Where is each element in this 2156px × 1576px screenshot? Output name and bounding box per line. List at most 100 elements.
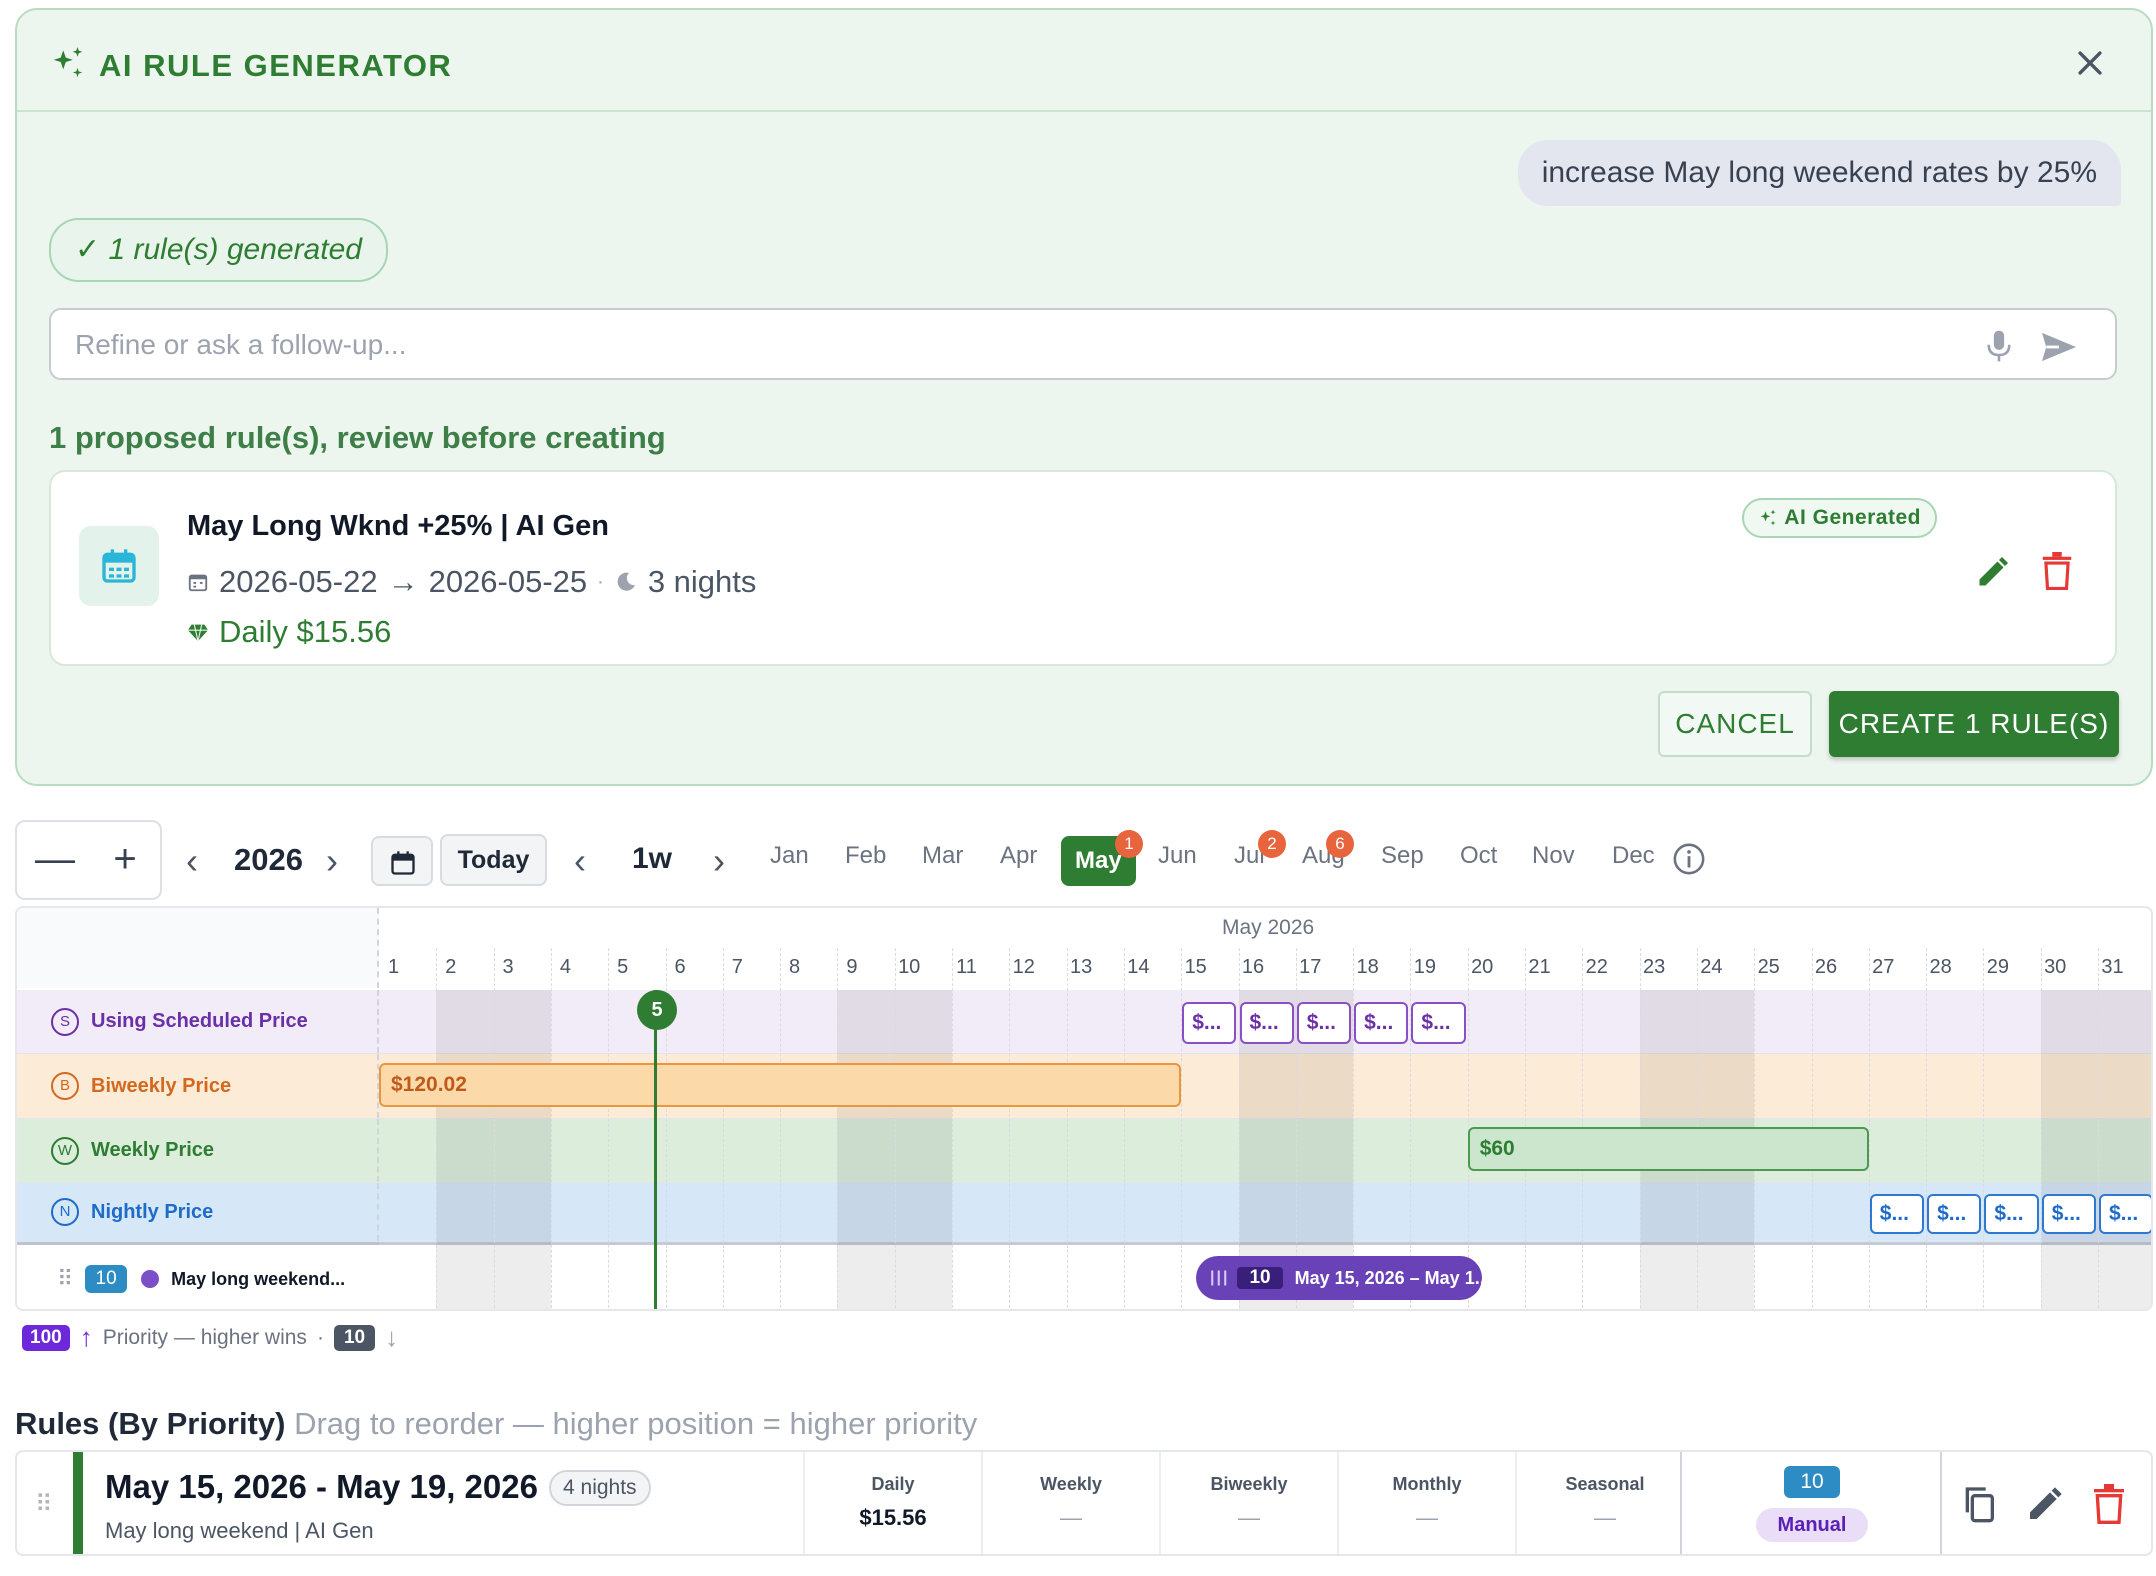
delete-trash-icon[interactable] xyxy=(2041,552,2073,590)
sparkle-icon xyxy=(1760,509,1776,526)
date-picker-button[interactable] xyxy=(371,836,433,886)
day-number: 13 xyxy=(1069,956,1093,978)
month-tab-oct[interactable]: Oct xyxy=(1460,842,1498,869)
rule-subtitle: May long weekend | AI Gen xyxy=(105,1518,374,1543)
panel-title: AI RULE GENERATOR xyxy=(99,48,453,83)
price-label: Weekly xyxy=(1040,1474,1102,1494)
day-number: 24 xyxy=(1700,956,1723,978)
day-number: 5 xyxy=(617,956,629,978)
edit-pencil-icon[interactable] xyxy=(1975,554,2011,590)
rule-priority-badge: 10 xyxy=(85,1265,128,1293)
weekend-shade xyxy=(2040,990,2098,1309)
day-divider xyxy=(1123,948,1125,1309)
rule-accent-bar xyxy=(73,1452,83,1554)
zoom-controls: — + xyxy=(15,820,162,900)
pricing-timeline: S Using Scheduled Price B Biweekly Price W We… xyxy=(15,906,2153,1311)
zoom-in-button[interactable]: + xyxy=(113,837,137,881)
drag-handle-icon[interactable]: ⠿ xyxy=(35,1491,53,1518)
month-badge: 1 xyxy=(1115,830,1143,858)
today-button[interactable]: Today xyxy=(440,834,547,886)
calendar-tile xyxy=(79,526,159,606)
next-period-button[interactable]: › xyxy=(713,840,725,881)
drag-handle-icon[interactable]: ⠿ xyxy=(57,1266,73,1291)
refine-input[interactable] xyxy=(75,324,1975,366)
duplicate-icon[interactable] xyxy=(1959,1484,1999,1524)
ai-generated-badge: AI Generated xyxy=(1742,498,1937,538)
microphone-icon[interactable] xyxy=(1983,328,2015,364)
rule-row[interactable]: ⠿ May 15, 2026 - May 19, 2026 4 nights M… xyxy=(15,1450,2153,1556)
day-divider xyxy=(780,948,782,1309)
price-label: Monthly xyxy=(1392,1474,1462,1494)
month-tab-jan[interactable]: Jan xyxy=(770,842,809,869)
day-number: 15 xyxy=(1184,956,1207,978)
create-rules-button[interactable]: CREATE 1 RULE(S) xyxy=(1829,691,2119,757)
nightly-price-chip[interactable]: $... xyxy=(1984,1194,2039,1234)
scheduled-price-chip[interactable]: $... xyxy=(1182,1002,1237,1044)
day-divider xyxy=(722,948,724,1309)
day-number: 10 xyxy=(898,956,921,978)
day-number: 3 xyxy=(502,956,514,978)
send-icon[interactable] xyxy=(2039,330,2079,364)
price-column-seasonal: Seasonal — xyxy=(1515,1452,1693,1554)
lane-divider xyxy=(17,1242,2151,1245)
today-marker: 5 xyxy=(637,990,677,1030)
lane-label: W Weekly Price xyxy=(17,1119,379,1182)
refine-input-box xyxy=(49,308,2117,380)
day-number: 12 xyxy=(1012,956,1035,978)
legend-separator: · xyxy=(316,1325,324,1349)
rule-priority-column: 10 Manual xyxy=(1680,1452,1942,1554)
prev-year-button[interactable]: ‹ xyxy=(186,840,198,881)
scheduled-price-chip[interactable]: $... xyxy=(1239,1002,1294,1044)
biweekly-price-bar[interactable]: $120.02 xyxy=(379,1063,1182,1107)
close-icon[interactable] xyxy=(2073,46,2107,80)
lane-letter-icon: B xyxy=(51,1072,79,1100)
high-priority-chip: 100 xyxy=(22,1324,70,1351)
end-date: 2026-05-25 xyxy=(428,564,588,599)
month-badge: 6 xyxy=(1326,830,1354,858)
scheduled-price-chip[interactable]: $... xyxy=(1354,1002,1409,1044)
nightly-price-chip[interactable]: $... xyxy=(1927,1194,1982,1234)
arrow-down-icon: ↓ xyxy=(385,1322,399,1352)
date-arrow: → xyxy=(387,564,419,599)
nightly-price-chip[interactable]: $... xyxy=(2041,1194,2096,1234)
cancel-button[interactable]: CANCEL xyxy=(1658,691,1812,757)
lane-label: S Using Scheduled Price xyxy=(17,990,379,1053)
separator-dot: · xyxy=(597,570,604,593)
day-number: 30 xyxy=(2044,956,2067,978)
day-number: 26 xyxy=(1814,956,1838,978)
weekly-price-bar[interactable]: $60 xyxy=(1467,1127,1869,1171)
day-divider xyxy=(665,948,667,1309)
rule-nights-chip: 4 nights xyxy=(549,1470,651,1506)
price-label: Biweekly xyxy=(1210,1474,1288,1494)
month-tab-apr[interactable]: Apr xyxy=(1000,842,1038,869)
day-divider xyxy=(1295,948,1297,1309)
month-tab-jun[interactable]: Jun xyxy=(1158,842,1197,869)
lane-name: Weekly Price xyxy=(91,1139,215,1161)
rule-bar-grip-icon[interactable]: ||| xyxy=(1210,1269,1230,1286)
delete-trash-icon[interactable] xyxy=(2089,1484,2129,1524)
day-number: 18 xyxy=(1356,956,1379,978)
rules-heading: Rules (By Priority) Drag to reorder — hi… xyxy=(15,1406,977,1442)
nights-count: 3 nights xyxy=(647,564,757,599)
nightly-price-chip[interactable]: $... xyxy=(2099,1194,2151,1234)
nightly-price-chip[interactable]: $... xyxy=(1869,1194,1925,1234)
weekend-shade xyxy=(493,990,551,1309)
month-tab-sep[interactable]: Sep xyxy=(1381,842,1424,869)
price-value: — xyxy=(1238,1505,1260,1530)
next-year-button[interactable]: › xyxy=(326,840,338,881)
zoom-out-button[interactable]: — xyxy=(35,837,75,881)
month-tab-feb[interactable]: Feb xyxy=(845,842,887,869)
scheduled-price-chip[interactable]: $... xyxy=(1411,1002,1466,1044)
month-tab-dec[interactable]: Dec xyxy=(1612,842,1655,869)
edit-pencil-icon[interactable] xyxy=(2025,1484,2065,1524)
scheduled-price-chip[interactable]: $... xyxy=(1296,1002,1352,1044)
month-tab-mar[interactable]: Mar xyxy=(922,842,964,869)
period-label: 1w xyxy=(632,842,673,875)
day-divider xyxy=(1353,948,1355,1309)
lane-label: N Nightly Price xyxy=(17,1183,379,1241)
info-icon[interactable] xyxy=(1672,842,1706,876)
month-tab-nov[interactable]: Nov xyxy=(1532,842,1575,869)
prev-period-button[interactable]: ‹ xyxy=(574,840,586,881)
day-divider xyxy=(1983,948,1985,1309)
rule-timeline-bar[interactable]: ||| 10 May 15, 2026 – May 1... xyxy=(1196,1256,1482,1300)
